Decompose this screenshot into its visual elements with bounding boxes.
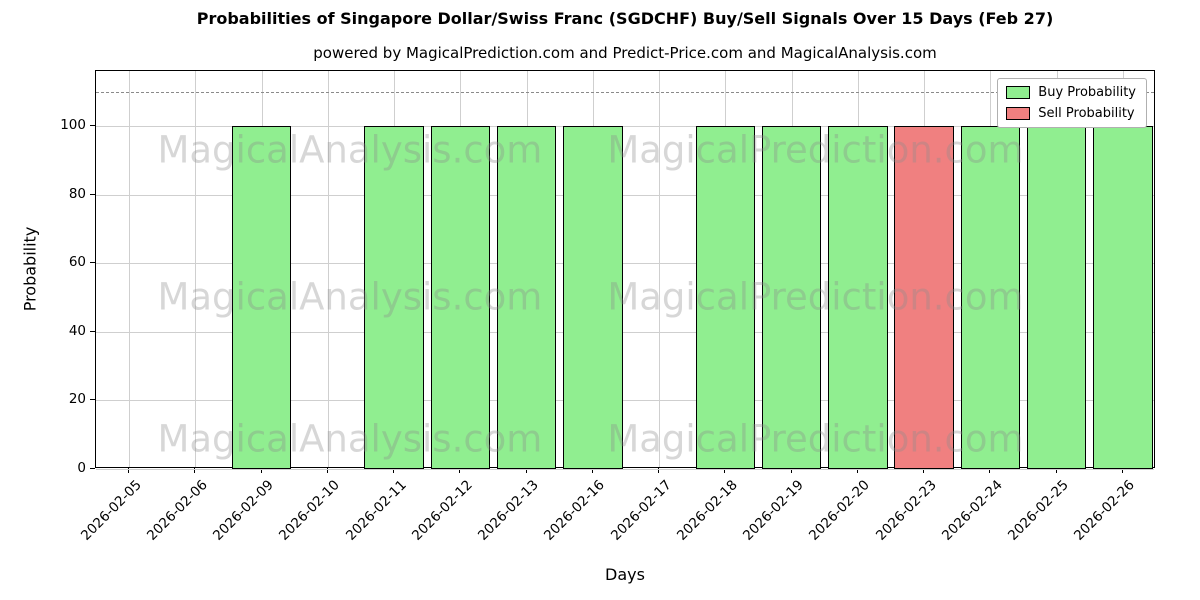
bar-2026-02-09	[231, 125, 292, 469]
x-tick-label: 2026-02-26	[1071, 477, 1139, 544]
x-tick-mark	[326, 468, 328, 473]
y-tick-label: 0	[77, 460, 86, 476]
x-tick-mark	[1121, 468, 1123, 473]
x-tick-mark	[393, 468, 395, 473]
y-tick-label: 80	[68, 185, 86, 202]
x-tick-label: 2026-02-06	[143, 477, 211, 544]
x-tick-label: 2026-02-12	[408, 477, 476, 544]
x-tick-mark	[194, 468, 196, 473]
y-tick-mark	[90, 262, 95, 264]
legend-entry-buy-probability: Buy Probability	[1006, 85, 1136, 100]
x-tick-label: 2026-02-19	[740, 477, 807, 544]
x-tick-label: 2026-02-20	[806, 477, 874, 544]
bar-2026-02-16	[563, 125, 623, 469]
y-tick-mark	[90, 468, 95, 469]
y-gridline	[96, 469, 1154, 470]
legend-entry-sell-probability: Sell Probability	[1006, 106, 1136, 121]
x-tick-mark	[1055, 468, 1057, 473]
x-gridline	[327, 71, 329, 467]
x-tick-label: 2026-02-18	[673, 477, 741, 544]
x-tick-label: 2026-02-17	[607, 477, 675, 544]
bar-2026-02-11	[364, 125, 424, 469]
y-tick-mark	[90, 193, 95, 195]
x-tick-label: 2026-02-24	[938, 477, 1006, 544]
dashed-reference-line	[96, 91, 1154, 93]
y-gridline	[96, 194, 1154, 196]
y-gridline	[96, 263, 1154, 265]
bar-2026-02-20	[828, 125, 888, 469]
chart-subtitle: powered by MagicalPrediction.com and Pre…	[313, 44, 937, 62]
y-tick-label: 60	[68, 254, 86, 271]
x-tick-mark	[989, 468, 991, 473]
x-gridline	[195, 71, 197, 467]
x-tick-label: 2026-02-10	[276, 477, 344, 544]
x-tick-label: 2026-02-25	[1005, 477, 1072, 544]
bar-2026-02-26	[1093, 125, 1153, 469]
x-gridline	[659, 71, 661, 467]
y-axis-label: Probability	[20, 226, 40, 312]
bar-2026-02-23	[894, 125, 954, 469]
x-tick-label: 2026-02-13	[475, 477, 542, 544]
x-axis-label: Days	[605, 565, 645, 584]
x-tick-mark	[459, 468, 461, 473]
bar-2026-02-12	[430, 125, 491, 469]
y-tick-label: 20	[68, 391, 86, 408]
x-tick-label: 2026-02-23	[872, 477, 940, 544]
chart-title: Probabilities of Singapore Dollar/Swiss …	[196, 9, 1054, 28]
y-tick-label: 100	[60, 116, 86, 133]
legend: Buy Probability Sell Probability	[997, 78, 1147, 128]
y-gridline	[96, 331, 1154, 333]
bar-2026-02-25	[1026, 125, 1087, 469]
legend-label: Buy Probability	[1038, 85, 1136, 100]
x-tick-mark	[260, 468, 262, 473]
y-tick-mark	[90, 330, 95, 332]
x-tick-mark	[923, 468, 925, 473]
x-tick-mark	[525, 468, 527, 473]
plot-area: Buy Probability Sell Probability MagicalA…	[95, 70, 1155, 470]
x-tick-mark	[658, 468, 660, 473]
x-tick-mark	[724, 468, 726, 473]
y-tick-label: 40	[68, 322, 86, 339]
bar-2026-02-19	[761, 125, 822, 469]
x-tick-mark	[591, 468, 593, 473]
x-tick-mark	[128, 468, 130, 473]
legend-swatch-icon	[1006, 107, 1031, 120]
x-tick-label: 2026-02-11	[342, 477, 410, 544]
bar-2026-02-13	[496, 125, 557, 469]
y-gridline	[96, 125, 1154, 127]
x-tick-label: 2026-02-16	[541, 477, 609, 544]
y-tick-mark	[90, 124, 95, 126]
x-gridline	[129, 71, 131, 467]
y-gridline	[96, 400, 1154, 402]
x-tick-label: 2026-02-05	[77, 477, 145, 544]
x-tick-mark	[856, 468, 858, 473]
x-tick-mark	[790, 468, 792, 473]
bar-2026-02-18	[695, 125, 756, 469]
x-tick-label: 2026-02-09	[210, 477, 277, 544]
bar-2026-02-24	[960, 125, 1021, 469]
legend-label: Sell Probability	[1038, 106, 1135, 121]
y-tick-mark	[90, 399, 95, 401]
legend-swatch-icon	[1006, 86, 1031, 99]
